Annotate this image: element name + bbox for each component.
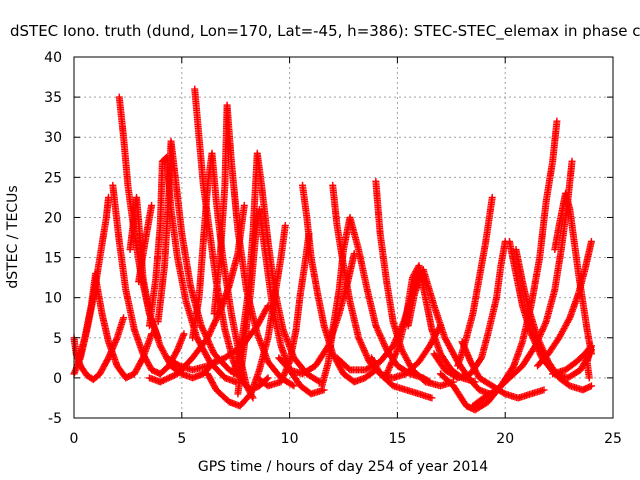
data-point bbox=[180, 330, 188, 338]
data-point bbox=[204, 362, 212, 370]
data-point bbox=[216, 356, 224, 364]
data-point bbox=[281, 221, 289, 229]
data-point bbox=[148, 201, 156, 209]
data-point bbox=[197, 322, 205, 330]
data-point bbox=[212, 317, 220, 325]
data-point bbox=[166, 374, 174, 382]
data-point bbox=[198, 323, 206, 331]
data-point bbox=[174, 361, 182, 369]
data-point bbox=[205, 331, 213, 339]
data-point bbox=[290, 382, 298, 390]
data-point bbox=[161, 376, 169, 384]
data-series-4 bbox=[92, 274, 156, 382]
data-point bbox=[208, 360, 216, 368]
data-point bbox=[169, 372, 177, 380]
data-point bbox=[209, 323, 217, 331]
data-series-8 bbox=[135, 201, 156, 286]
data-point bbox=[208, 345, 216, 353]
data-point bbox=[199, 325, 207, 333]
data-point bbox=[207, 328, 215, 336]
data-point bbox=[120, 314, 128, 322]
data-point bbox=[170, 371, 178, 379]
data-point bbox=[200, 328, 208, 336]
data-point bbox=[540, 386, 548, 394]
data-point bbox=[263, 375, 271, 383]
data-point bbox=[553, 117, 561, 125]
data-markers bbox=[70, 85, 595, 414]
data-point bbox=[212, 315, 220, 323]
data-point bbox=[218, 355, 226, 363]
data-point bbox=[210, 320, 218, 328]
data-series-15 bbox=[210, 101, 298, 390]
data-point bbox=[264, 374, 272, 382]
data-point bbox=[210, 359, 218, 367]
data-point bbox=[159, 376, 167, 384]
data-point bbox=[164, 374, 172, 382]
data-point bbox=[207, 342, 215, 350]
data-point bbox=[208, 324, 216, 332]
data-point bbox=[568, 157, 576, 165]
data-series-3 bbox=[74, 270, 100, 366]
data-point bbox=[205, 361, 213, 369]
data-point bbox=[167, 373, 175, 381]
data-point bbox=[212, 358, 220, 366]
data-point bbox=[156, 378, 164, 386]
data-point bbox=[204, 332, 212, 340]
data-point bbox=[206, 329, 214, 337]
data-point bbox=[206, 340, 214, 348]
data-point bbox=[154, 334, 162, 342]
data-point bbox=[211, 318, 219, 326]
data-series-13 bbox=[191, 85, 272, 394]
data-point bbox=[209, 347, 217, 355]
data-point bbox=[215, 357, 223, 365]
data-point bbox=[213, 357, 221, 365]
data-point bbox=[158, 377, 166, 385]
data-point bbox=[207, 344, 215, 352]
data-point bbox=[428, 394, 436, 402]
data-point bbox=[204, 334, 212, 342]
data-point bbox=[173, 347, 181, 355]
data-point bbox=[240, 201, 248, 209]
data-point bbox=[209, 321, 217, 329]
data-point bbox=[288, 381, 296, 389]
data-point bbox=[207, 360, 215, 368]
data-point bbox=[199, 326, 207, 334]
data-point bbox=[163, 375, 171, 383]
data-series-5 bbox=[109, 181, 188, 378]
data-point bbox=[207, 326, 215, 334]
